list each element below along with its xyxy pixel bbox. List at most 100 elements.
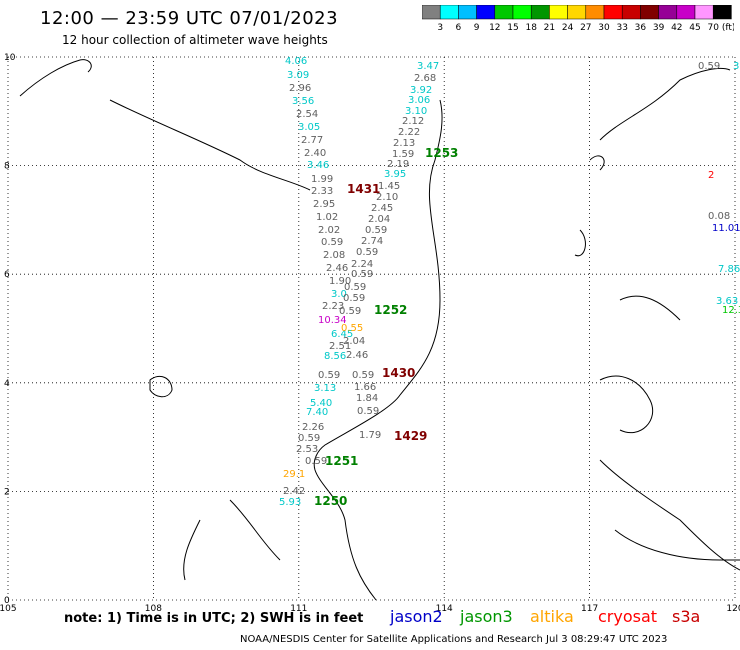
wave-value: 3.05 (298, 122, 320, 133)
legend-label: 30 (598, 23, 610, 33)
wave-value: 2.74 (361, 236, 383, 247)
satellite-cryosat: cryosat (598, 607, 658, 626)
wave-value: 2.23 (322, 301, 344, 312)
wave-values: 4.063.092.963.562.543.052.772.403.461.99… (0, 0, 740, 508)
wave-value: 0.59 (298, 433, 320, 444)
legend-label: 33 (616, 23, 627, 33)
coastline-vietnam (183, 99, 443, 601)
wave-value: 2.45 (371, 203, 393, 214)
wave-value: 0.59 (321, 237, 343, 248)
wave-value: 0.59 (305, 456, 327, 467)
wave-value: 0.59 (344, 282, 366, 293)
x-tick-label: 120 (726, 604, 740, 614)
satellite-altika: altika (530, 607, 574, 626)
legend-label: 15 (507, 23, 518, 33)
wave-value: 8.56 (324, 351, 346, 362)
y-tick-label: 8 (4, 162, 10, 172)
wave-value: 0.08 (708, 211, 730, 222)
legend-label: 12 (489, 23, 500, 33)
wave-value: 10.34 (318, 315, 347, 326)
wave-value: 1.59 (392, 149, 414, 160)
wave-value: 0.59 (343, 293, 365, 304)
wave-value: 2.02 (318, 225, 340, 236)
wave-value: 1.45 (378, 181, 400, 192)
wave-value: 3.10 (405, 106, 427, 117)
pass-label: 1431 (347, 182, 380, 196)
wave-value: 2.53 (296, 444, 318, 455)
legend-label: 45 (689, 23, 700, 33)
legend-label: 18 (525, 23, 537, 33)
wave-value: 11.01 (712, 223, 740, 234)
wave-value: 2.40 (304, 148, 326, 159)
wave-value: 3.46 (307, 160, 329, 171)
credit-text: NOAA/NESDIS Center for Satellite Applica… (240, 634, 668, 645)
wave-value: 7.4 (0, 0, 16, 3)
pass-label: 1253 (425, 146, 458, 160)
legend-label: 24 (562, 23, 574, 33)
y-axis-ticks: 0 2 4 6 8 10 (4, 53, 16, 606)
wave-value: 2 (708, 170, 714, 181)
legend-label: 36 (635, 23, 647, 33)
wave-value: 6.45 (331, 329, 353, 340)
wave-value: 5.93 (279, 497, 301, 508)
wave-value: 0.55 (341, 323, 363, 334)
wave-value: 29.1 (283, 469, 305, 480)
wave-value: 0.59 (352, 370, 374, 381)
pass-label: 1252 (374, 303, 407, 317)
wave-value: 0.59 (698, 61, 720, 72)
wave-value: 3.09 (287, 70, 309, 81)
coastlines (19, 59, 740, 601)
wave-value: 2.77 (301, 135, 323, 146)
grid-lines (7, 56, 736, 601)
x-tick-label: 111 (290, 604, 307, 614)
wave-value: 0.59 (351, 269, 373, 280)
wave-value: 3.03 (733, 61, 740, 72)
satellite-jason2: jason2 (390, 607, 443, 626)
x-tick-label: 114 (436, 604, 453, 614)
wave-value: 1.79 (359, 430, 381, 441)
note-text: note: 1) Time is in UTC; 2) SWH is in fe… (64, 611, 364, 626)
wave-value: 2.19 (387, 159, 409, 170)
wave-value: 3.0 (331, 289, 347, 300)
map-title: 12:00 — 23:59 UTC 07/01/2023 (40, 8, 339, 29)
legend-label: 9 (474, 23, 480, 33)
y-tick-label: 2 (4, 487, 10, 497)
wave-value: 0.59 (365, 225, 387, 236)
wave-value: 2.68 (414, 73, 436, 84)
legend-label: 21 (544, 23, 555, 33)
wave-value: 1.84 (356, 393, 378, 404)
wave-value: 2.22 (398, 127, 420, 138)
wave-value: 0.59 (356, 247, 378, 258)
wave-value: 5.40 (310, 398, 332, 409)
y-tick-label: 6 (4, 270, 10, 280)
legend-label: 42 (671, 23, 682, 33)
wave-value: 2.95 (313, 199, 335, 210)
wave-value: 2.04 (343, 336, 365, 347)
y-tick-label: 4 (4, 379, 10, 389)
x-tick-label: 105 (0, 604, 17, 614)
x-tick-label: 117 (581, 604, 598, 614)
coastline-hainan (149, 375, 173, 398)
legend-swatch (712, 5, 732, 20)
wave-value: 3.63 (716, 296, 738, 307)
pass-label: 1250 (314, 494, 347, 508)
wave-value: 1.99 (311, 174, 333, 185)
wave-value: 1.66 (354, 382, 376, 393)
wave-value: 3.06 (408, 95, 430, 106)
wave-value: 2.46 (346, 350, 368, 361)
coastline-china (19, 59, 311, 191)
wave-value: 3.95 (384, 169, 406, 180)
satellite-s3a: s3a (672, 607, 701, 626)
wave-value: 2.26 (302, 422, 324, 433)
wave-value: 2.96 (289, 83, 311, 94)
wave-value: 12.3 (722, 305, 740, 316)
coastline-borneo (614, 529, 740, 561)
wave-value: 4.06 (285, 56, 307, 67)
map-subtitle: 12 hour collection of altimeter wave hei… (62, 33, 328, 47)
y-tick-label: 10 (4, 53, 16, 63)
wave-value: 2.46 (326, 263, 348, 274)
wave-value: 2.54 (296, 109, 318, 120)
